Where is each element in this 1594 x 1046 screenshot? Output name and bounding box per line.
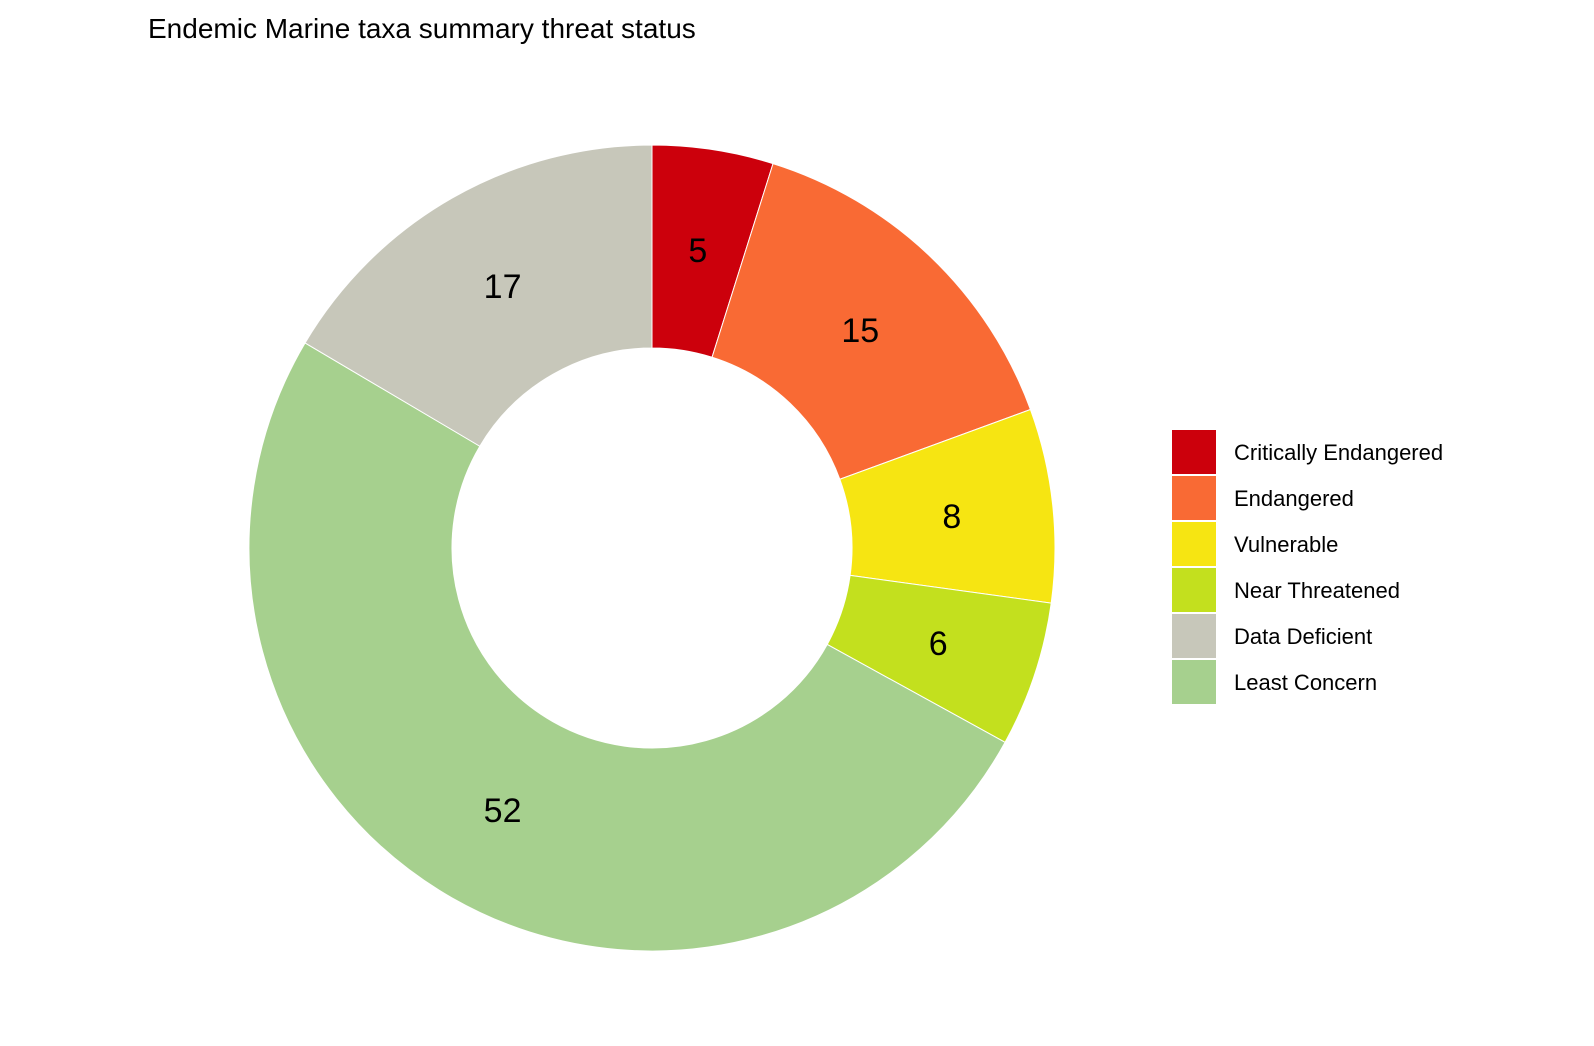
legend-label-endangered: Endangered — [1234, 486, 1354, 511]
legend-label-vulnerable: Vulnerable — [1234, 532, 1338, 557]
data-label-endangered: 15 — [841, 312, 879, 350]
data-label-least-concern: 52 — [484, 792, 522, 830]
data-label-data-deficient: 17 — [484, 268, 522, 306]
legend-swatch-least-concern — [1172, 660, 1216, 704]
legend-swatch-data-deficient — [1172, 614, 1216, 658]
data-label-near-threatened: 6 — [929, 625, 948, 663]
legend: Critically Endangered Endangered Vulnerabl… — [1172, 430, 1443, 704]
legend-swatch-critically-endangered — [1172, 430, 1216, 474]
legend-label-critically-endangered: Critically Endangered — [1234, 440, 1443, 465]
donut-slices — [248, 144, 1056, 952]
legend-label-least-concern: Least Concern — [1234, 670, 1377, 695]
slice-least-concern — [248, 342, 1006, 952]
slice-data-deficient — [304, 144, 653, 447]
legend-swatch-vulnerable — [1172, 522, 1216, 566]
chart-title: Endemic Marine taxa summary threat statu… — [148, 13, 696, 44]
donut-data-labels: 5 15 8 6 52 17 — [484, 232, 962, 830]
legend-swatch-endangered — [1172, 476, 1216, 520]
legend-swatch-near-threatened — [1172, 568, 1216, 612]
legend-label-data-deficient: Data Deficient — [1234, 624, 1372, 649]
legend-label-near-threatened: Near Threatened — [1234, 578, 1400, 603]
data-label-vulnerable: 8 — [942, 498, 961, 536]
data-label-critically-endangered: 5 — [688, 232, 707, 270]
slice-endangered — [711, 162, 1032, 480]
